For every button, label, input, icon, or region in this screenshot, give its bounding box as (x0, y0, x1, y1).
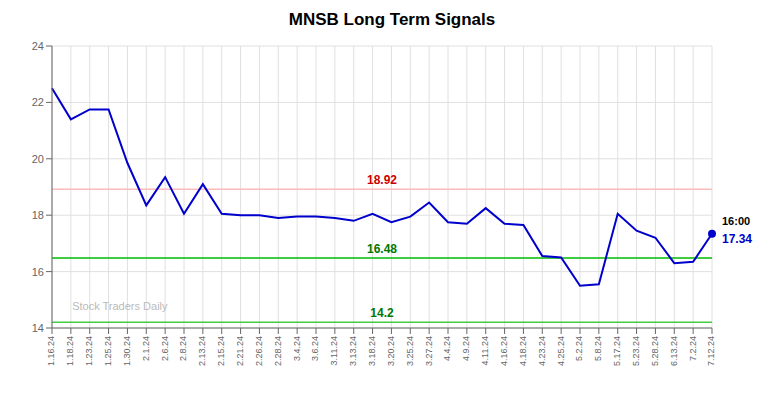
svg-text:4.9.24: 4.9.24 (461, 336, 471, 361)
svg-text:14: 14 (32, 322, 44, 334)
svg-text:6.13.24: 6.13.24 (669, 336, 679, 366)
svg-text:16: 16 (32, 266, 44, 278)
svg-text:18: 18 (32, 209, 44, 221)
svg-text:2.1.24: 2.1.24 (141, 336, 151, 361)
svg-text:3.4.24: 3.4.24 (292, 336, 302, 361)
svg-text:14.2: 14.2 (370, 306, 394, 320)
svg-text:2.15.24: 2.15.24 (216, 336, 226, 366)
svg-text:4.18.24: 4.18.24 (518, 336, 528, 366)
svg-text:20: 20 (32, 153, 44, 165)
svg-text:4.23.24: 4.23.24 (537, 336, 547, 366)
svg-text:24: 24 (32, 40, 44, 52)
svg-text:2.6.24: 2.6.24 (160, 336, 170, 361)
svg-text:3.11.24: 3.11.24 (329, 336, 339, 365)
svg-text:2.8.24: 2.8.24 (178, 336, 188, 361)
svg-text:1.16.24: 1.16.24 (46, 336, 56, 366)
svg-text:3.27.24: 3.27.24 (424, 336, 434, 366)
svg-text:2.26.24: 2.26.24 (254, 336, 264, 366)
svg-text:18.92: 18.92 (367, 173, 397, 187)
svg-text:2.28.24: 2.28.24 (273, 336, 283, 366)
svg-text:5.2.24: 5.2.24 (574, 336, 584, 361)
svg-text:5.28.24: 5.28.24 (650, 336, 660, 366)
svg-text:5.8.24: 5.8.24 (593, 336, 603, 361)
svg-text:3.13.24: 3.13.24 (348, 336, 358, 366)
svg-text:17.34: 17.34 (722, 232, 752, 246)
svg-text:3.18.24: 3.18.24 (367, 336, 377, 366)
svg-text:4.16.24: 4.16.24 (499, 336, 509, 366)
svg-text:1.23.24: 1.23.24 (84, 336, 94, 366)
svg-text:22: 22 (32, 96, 44, 108)
svg-text:5.23.24: 5.23.24 (631, 336, 641, 366)
svg-text:2.13.24: 2.13.24 (197, 336, 207, 366)
svg-text:1.25.24: 1.25.24 (103, 336, 113, 366)
svg-text:7.2.24: 7.2.24 (688, 336, 698, 361)
svg-text:4.4.24: 4.4.24 (442, 336, 452, 361)
svg-text:2.21.24: 2.21.24 (235, 336, 245, 366)
html-text:MNSB Long Term Signals: MNSB Long Term Signals (288, 10, 496, 29)
svg-text:3.25.24: 3.25.24 (405, 336, 415, 366)
svg-text:4.25.24: 4.25.24 (556, 336, 566, 366)
svg-text:3.20.24: 3.20.24 (386, 336, 396, 366)
svg-text:1.18.24: 1.18.24 (65, 336, 75, 366)
html-text:Stock Traders Daily: Stock Traders Daily (72, 300, 168, 312)
svg-text:16:00: 16:00 (722, 215, 750, 227)
svg-text:7.12.24: 7.12.24 (706, 336, 716, 366)
svg-text:1.30.24: 1.30.24 (122, 336, 132, 366)
svg-text:5.17.24: 5.17.24 (612, 336, 622, 366)
svg-text:16.48: 16.48 (367, 242, 397, 256)
svg-text:4.11.24: 4.11.24 (480, 336, 490, 365)
svg-text:3.6.24: 3.6.24 (310, 336, 320, 361)
